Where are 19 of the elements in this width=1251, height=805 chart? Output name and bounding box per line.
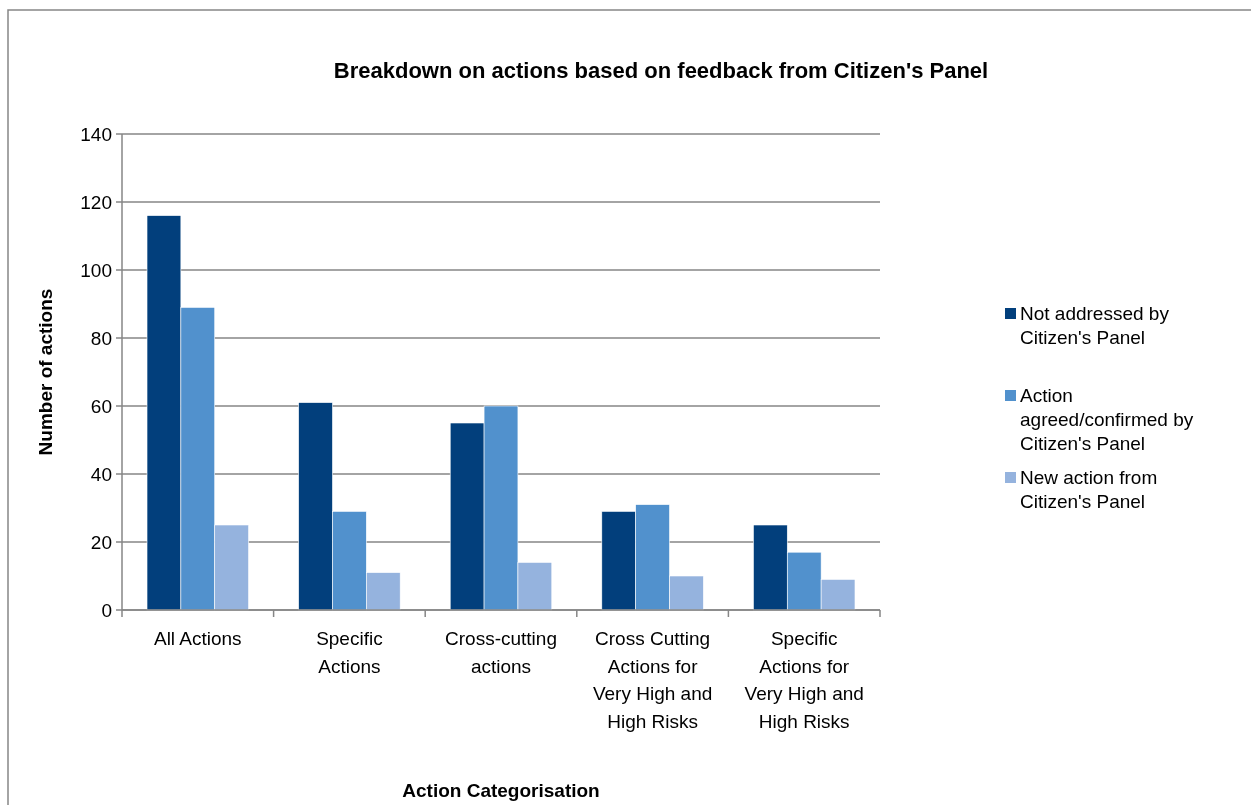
x-tick-label: Cross Cutting Actions for Very High and High Risks: [592, 628, 713, 732]
legend-label: Not addressed by Citizen's Panel: [1020, 303, 1170, 348]
legend-label: Action agreed/confirmed by Citizen's Panel: [1020, 385, 1194, 454]
y-tick-label: 20: [90, 531, 112, 553]
chart-title: Breakdown on actions based on feedback from Citizen's Panel: [333, 58, 989, 83]
y-axis-title: Number of actions: [35, 288, 56, 456]
y-tick-label: 60: [90, 395, 112, 417]
y-tick-label: 120: [80, 191, 112, 213]
y-tick-label: 40: [90, 463, 112, 485]
x-tick-label: Specific Actions for Very High and High Risks: [744, 628, 864, 732]
y-tick-label: 0: [101, 599, 112, 621]
legend-label: New action from Citizen's Panel: [1020, 467, 1158, 512]
y-tick-label: 100: [80, 259, 112, 281]
x-axis-title: Action Categorisation: [402, 780, 600, 801]
y-tick-label: 80: [90, 327, 112, 349]
y-tick-label: 140: [80, 123, 112, 145]
x-tick-label: Cross-cutting actions: [445, 628, 557, 677]
x-tick-label: Specific Actions: [316, 628, 383, 677]
x-tick-label: All Actions: [153, 628, 242, 649]
